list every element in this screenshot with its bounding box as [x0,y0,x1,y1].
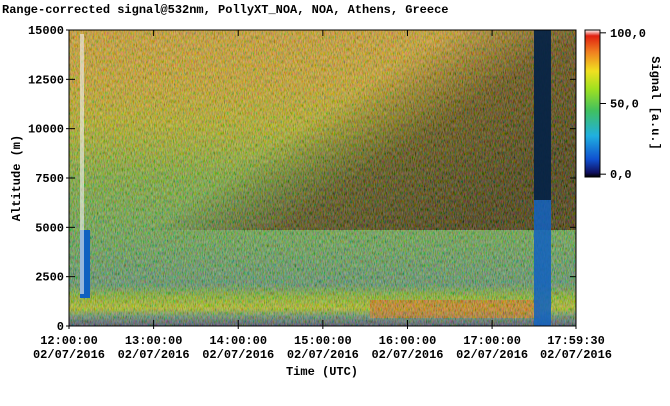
x-tick-label: 15:00:00 [294,334,352,348]
x-tick-label: 17:59:30 [547,334,605,348]
colorbar-tick-label: 0,0 [610,168,632,182]
colorbar-label: Signal [a.u.] [648,56,662,150]
x-axis-label: Time (UTC) [286,365,358,379]
x-tick-date: 02/07/2016 [540,348,612,362]
x-tick-date: 02/07/2016 [202,348,274,362]
colorbar [584,29,601,178]
y-tick-label: 7500 [35,172,64,186]
chart-title: Range-corrected signal@532nm, PollyXT_NO… [2,3,448,17]
x-tick-date: 02/07/2016 [456,348,528,362]
y-tick-label: 10000 [28,123,64,137]
heatmap [69,30,576,326]
y-tick-label: 0 [57,320,64,334]
colorbar-tick-label: 50,0 [610,98,639,112]
y-axis-label: Altitude (m) [10,135,24,221]
x-tick-label: 12:00:00 [40,334,98,348]
x-tick-label: 17:00:00 [463,334,521,348]
x-tick-label: 14:00:00 [209,334,267,348]
y-tick-label: 2500 [35,271,64,285]
x-tick-date: 02/07/2016 [287,348,359,362]
y-tick-label: 5000 [35,221,64,235]
y-tick-label: 12500 [28,73,64,87]
x-tick-label: 16:00:00 [379,334,437,348]
x-tick-date: 02/07/2016 [371,348,443,362]
x-tick-label: 13:00:00 [125,334,183,348]
x-tick-date: 02/07/2016 [118,348,190,362]
x-tick-date: 02/07/2016 [33,348,105,362]
colorbar-tick-label: 100,0 [610,27,646,41]
y-tick-label: 15000 [28,24,64,38]
